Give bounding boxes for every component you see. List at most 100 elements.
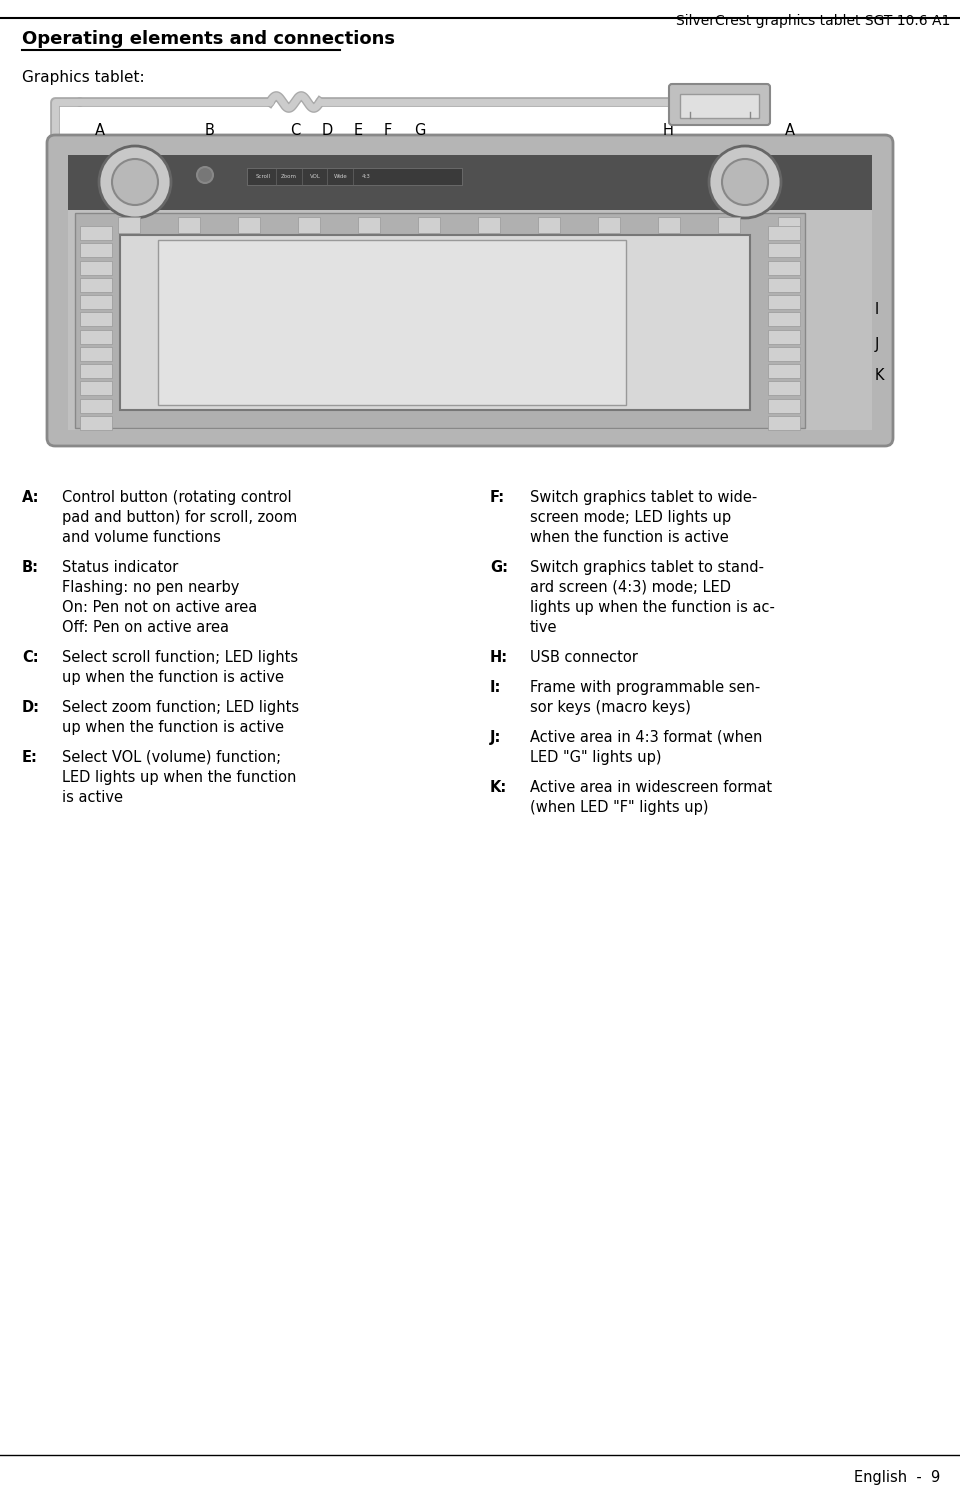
Circle shape — [99, 146, 171, 218]
Bar — [80, 381, 112, 395]
Text: when the function is active: when the function is active — [530, 530, 729, 545]
Bar — [247, 168, 462, 185]
Bar — [768, 243, 800, 258]
Text: and volume functions: and volume functions — [62, 530, 221, 545]
Bar — [358, 218, 380, 232]
Bar — [80, 226, 112, 240]
Bar — [478, 218, 500, 232]
Text: up when the function is active: up when the function is active — [62, 670, 284, 685]
Bar — [120, 235, 750, 410]
FancyBboxPatch shape — [47, 136, 893, 446]
Text: Graphics tablet:: Graphics tablet: — [22, 70, 145, 85]
Text: On: Pen not on active area: On: Pen not on active area — [62, 600, 257, 615]
Text: LED "G" lights up): LED "G" lights up) — [530, 749, 661, 764]
Bar — [598, 218, 620, 232]
Text: Switch graphics tablet to stand-: Switch graphics tablet to stand- — [530, 560, 764, 575]
Text: 4:3: 4:3 — [362, 173, 371, 179]
Text: sor keys (macro keys): sor keys (macro keys) — [530, 700, 691, 715]
Bar — [80, 277, 112, 292]
Text: Frame with programmable sen-: Frame with programmable sen- — [530, 679, 760, 694]
Text: F:: F: — [490, 490, 505, 505]
Text: tive: tive — [530, 620, 558, 635]
Bar — [768, 295, 800, 308]
Text: Active area in 4:3 format (when: Active area in 4:3 format (when — [530, 730, 762, 745]
Text: up when the function is active: up when the function is active — [62, 720, 284, 735]
Bar — [538, 218, 560, 232]
Text: English  -  9: English - 9 — [853, 1471, 940, 1486]
Text: G:: G: — [490, 560, 508, 575]
Bar — [80, 364, 112, 378]
Bar — [768, 347, 800, 361]
Circle shape — [197, 167, 213, 183]
Circle shape — [112, 159, 158, 206]
Text: Flashing: no pen nearby: Flashing: no pen nearby — [62, 580, 239, 595]
Text: K:: K: — [490, 779, 507, 796]
Text: D: D — [322, 124, 332, 139]
Bar — [80, 295, 112, 308]
Text: K: K — [875, 368, 884, 383]
Text: H:: H: — [490, 650, 508, 665]
Text: B:: B: — [22, 560, 39, 575]
Text: Zoom: Zoom — [281, 173, 297, 179]
Text: Off: Pen on active area: Off: Pen on active area — [62, 620, 229, 635]
Circle shape — [709, 146, 781, 218]
Bar — [768, 399, 800, 413]
Bar — [75, 213, 805, 428]
Text: SilverCrest graphics tablet SGT 10.6 A1: SilverCrest graphics tablet SGT 10.6 A1 — [676, 13, 950, 28]
Text: screen mode; LED lights up: screen mode; LED lights up — [530, 510, 732, 524]
Text: Status indicator: Status indicator — [62, 560, 179, 575]
Text: F: F — [384, 124, 392, 139]
Text: USB connector: USB connector — [530, 650, 637, 665]
Circle shape — [722, 159, 768, 206]
Text: is active: is active — [62, 790, 123, 805]
Text: H: H — [662, 124, 673, 139]
Bar — [118, 218, 140, 232]
Bar — [768, 261, 800, 274]
Bar — [80, 261, 112, 274]
Bar — [80, 329, 112, 344]
Text: ard screen (4:3) mode; LED: ard screen (4:3) mode; LED — [530, 580, 731, 595]
Bar — [768, 277, 800, 292]
Text: E:: E: — [22, 749, 37, 764]
Text: B: B — [205, 124, 215, 139]
Bar — [158, 240, 626, 405]
Bar — [178, 218, 200, 232]
Text: Switch graphics tablet to wide-: Switch graphics tablet to wide- — [530, 490, 757, 505]
Bar — [658, 218, 680, 232]
Text: Operating elements and connections: Operating elements and connections — [22, 30, 395, 48]
Text: Scroll: Scroll — [255, 173, 271, 179]
Bar — [80, 243, 112, 258]
Text: C:: C: — [22, 650, 38, 665]
Bar — [768, 313, 800, 326]
Bar — [768, 416, 800, 431]
Text: D:: D: — [22, 700, 40, 715]
Bar — [768, 364, 800, 378]
Bar — [80, 313, 112, 326]
Text: I:: I: — [490, 679, 501, 694]
Text: E: E — [353, 124, 363, 139]
Bar — [80, 416, 112, 431]
Bar — [718, 218, 740, 232]
Bar — [238, 218, 260, 232]
Bar — [768, 329, 800, 344]
Text: lights up when the function is ac-: lights up when the function is ac- — [530, 600, 775, 615]
Text: A: A — [785, 124, 795, 139]
Bar — [68, 155, 872, 210]
Bar — [80, 347, 112, 361]
Text: Control button (rotating control: Control button (rotating control — [62, 490, 292, 505]
Bar — [680, 94, 759, 118]
Text: J:: J: — [490, 730, 501, 745]
Text: A: A — [95, 124, 105, 139]
Text: I: I — [875, 302, 879, 317]
Bar — [80, 399, 112, 413]
Bar — [418, 218, 440, 232]
Text: VOL: VOL — [309, 173, 321, 179]
Text: J: J — [875, 338, 879, 353]
FancyBboxPatch shape — [669, 83, 770, 125]
Text: C: C — [290, 124, 300, 139]
Text: A:: A: — [22, 490, 39, 505]
Bar — [768, 381, 800, 395]
Bar — [768, 226, 800, 240]
Text: Active area in widescreen format: Active area in widescreen format — [530, 779, 772, 796]
Text: (when LED "F" lights up): (when LED "F" lights up) — [530, 800, 708, 815]
